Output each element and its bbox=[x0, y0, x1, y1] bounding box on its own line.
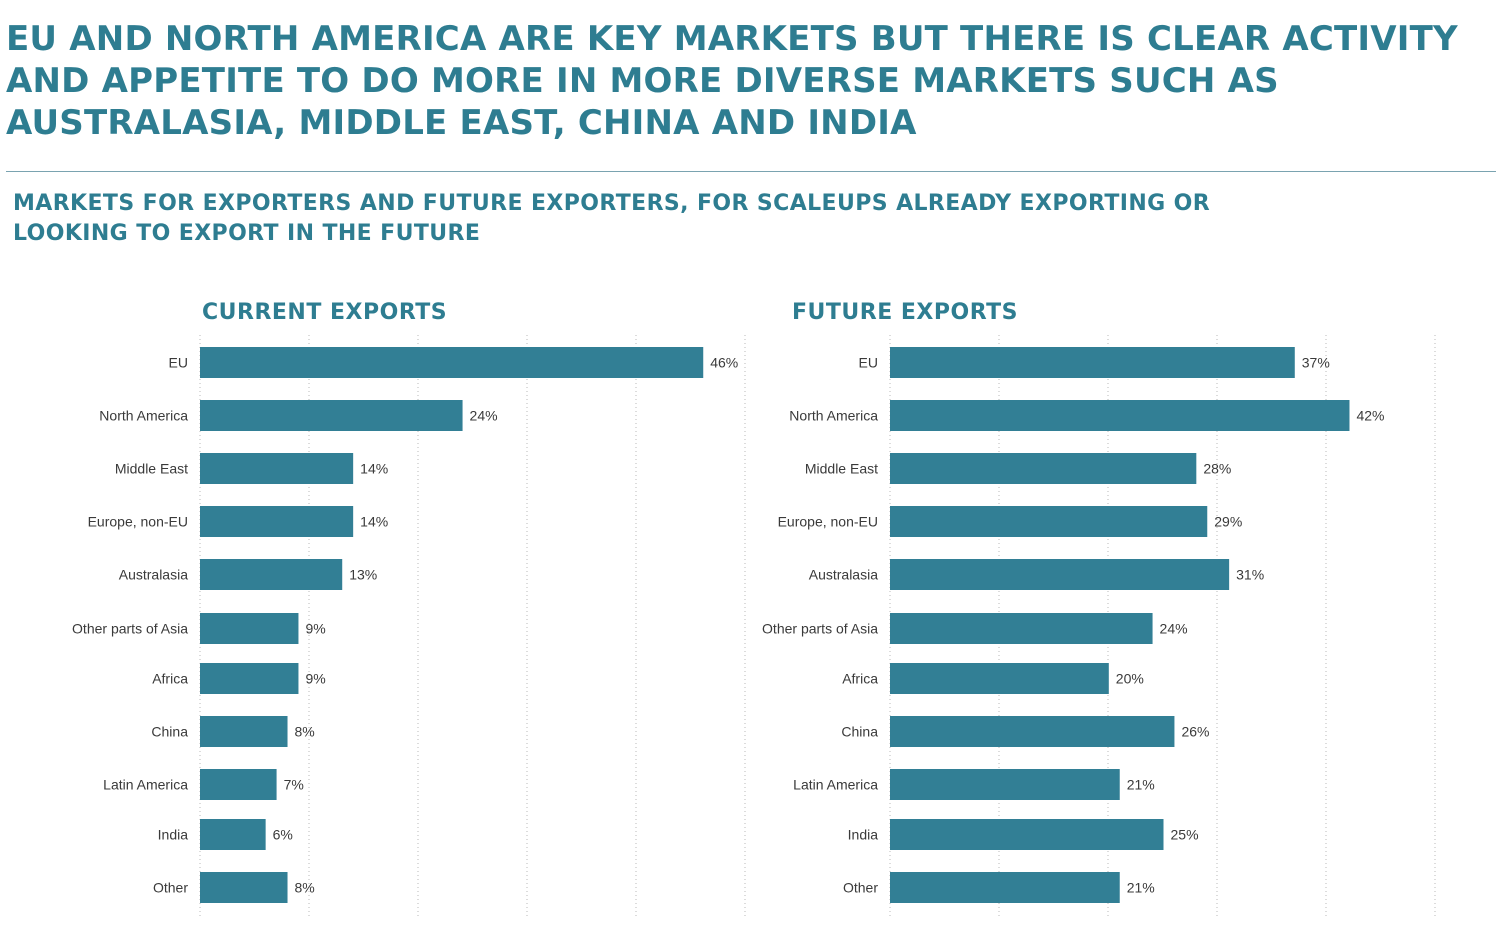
data-label: 31% bbox=[1236, 567, 1264, 583]
data-label: 29% bbox=[1214, 514, 1242, 530]
bar bbox=[200, 716, 288, 747]
bar bbox=[200, 453, 354, 484]
category-label: Other bbox=[153, 880, 188, 896]
page-headline: EU AND NORTH AMERICA ARE KEY MARKETS BUT… bbox=[6, 19, 1458, 143]
chart-title: FUTURE EXPORTS bbox=[792, 300, 1018, 325]
category-label: Middle East bbox=[115, 461, 188, 477]
bar bbox=[200, 819, 266, 850]
bar bbox=[890, 400, 1350, 431]
data-label: 6% bbox=[273, 827, 293, 843]
bar bbox=[200, 872, 288, 903]
bar bbox=[200, 769, 277, 800]
bar bbox=[890, 716, 1175, 747]
bar bbox=[200, 663, 299, 694]
category-label: India bbox=[158, 827, 189, 843]
category-label: Middle East bbox=[805, 461, 878, 477]
current-exports-chart: CURRENT EXPORTS EU 46% North America 24% Mid… bbox=[72, 300, 746, 918]
data-label: 7% bbox=[284, 777, 304, 793]
data-label: 21% bbox=[1127, 777, 1155, 793]
data-label: 37% bbox=[1302, 355, 1330, 371]
category-label: Latin America bbox=[103, 777, 188, 793]
category-label: Other parts of Asia bbox=[72, 621, 188, 637]
data-label: 21% bbox=[1127, 880, 1155, 896]
bar bbox=[890, 872, 1120, 903]
category-label: Australasia bbox=[809, 567, 878, 583]
category-label: China bbox=[841, 724, 878, 740]
bar bbox=[890, 506, 1208, 537]
bar bbox=[890, 663, 1109, 694]
bar bbox=[200, 400, 463, 431]
category-label: Australasia bbox=[119, 567, 188, 583]
chart-title: CURRENT EXPORTS bbox=[202, 300, 447, 325]
bar bbox=[890, 453, 1197, 484]
bar bbox=[200, 506, 354, 537]
data-label: 26% bbox=[1181, 724, 1209, 740]
data-label: 24% bbox=[1160, 621, 1188, 637]
category-label: India bbox=[848, 827, 879, 843]
data-label: 20% bbox=[1116, 671, 1144, 687]
page-subheadline: MARKETS FOR EXPORTERS AND FUTURE EXPORTE… bbox=[13, 191, 1211, 246]
bar bbox=[890, 819, 1164, 850]
category-label: Latin America bbox=[793, 777, 878, 793]
data-label: 24% bbox=[470, 408, 498, 424]
category-label: Europe, non-EU bbox=[778, 514, 878, 530]
data-label: 8% bbox=[295, 880, 315, 896]
data-label: 25% bbox=[1171, 827, 1199, 843]
data-label: 14% bbox=[360, 461, 388, 477]
bar bbox=[200, 613, 299, 644]
bar bbox=[890, 613, 1153, 644]
header-divider bbox=[6, 171, 1496, 172]
data-label: 28% bbox=[1203, 461, 1231, 477]
data-label: 9% bbox=[305, 621, 325, 637]
data-label: 9% bbox=[305, 671, 325, 687]
future-exports-chart: FUTURE EXPORTS EU 37% North America 42% Midd… bbox=[762, 300, 1436, 918]
bar bbox=[890, 347, 1295, 378]
bar bbox=[890, 769, 1120, 800]
data-label: 14% bbox=[360, 514, 388, 530]
category-label: Other parts of Asia bbox=[762, 621, 878, 637]
bar bbox=[890, 559, 1230, 590]
data-label: 13% bbox=[349, 567, 377, 583]
category-label: EU bbox=[169, 355, 188, 371]
category-label: Europe, non-EU bbox=[88, 514, 188, 530]
category-label: EU bbox=[859, 355, 878, 371]
bar bbox=[200, 347, 704, 378]
category-label: Africa bbox=[152, 671, 188, 687]
category-label: North America bbox=[99, 408, 188, 424]
bar bbox=[200, 559, 343, 590]
data-label: 46% bbox=[710, 355, 738, 371]
category-label: China bbox=[151, 724, 188, 740]
data-label: 42% bbox=[1356, 408, 1384, 424]
category-label: Other bbox=[843, 880, 878, 896]
category-label: Africa bbox=[842, 671, 878, 687]
category-label: North America bbox=[789, 408, 878, 424]
data-label: 8% bbox=[295, 724, 315, 740]
